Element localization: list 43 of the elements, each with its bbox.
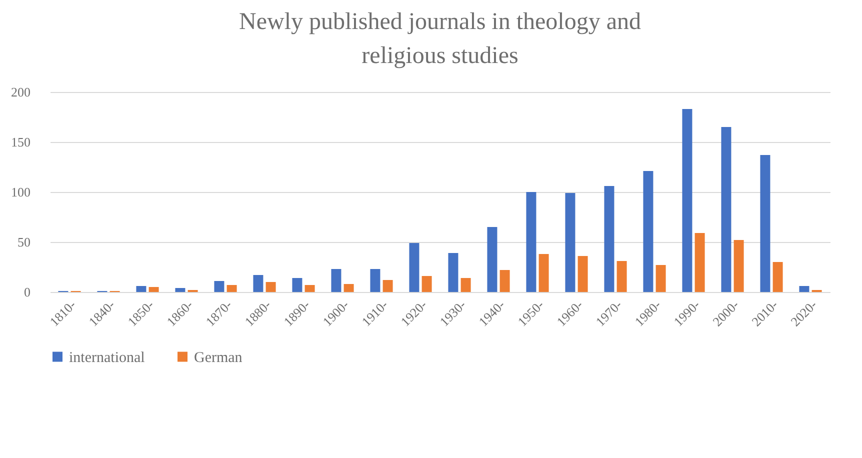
- bar: [448, 253, 458, 292]
- bar: [656, 265, 666, 292]
- y-tick-label: 150: [11, 134, 30, 150]
- legend-label: German: [194, 350, 243, 366]
- bar: [682, 109, 692, 292]
- bar: [616, 261, 627, 292]
- bar: [500, 270, 510, 292]
- y-tick-label: 100: [11, 184, 30, 200]
- bar: [734, 240, 744, 292]
- bar: [344, 284, 354, 292]
- bar: [253, 275, 264, 292]
- bar: [226, 285, 237, 292]
- bar: [538, 254, 549, 292]
- bar: [148, 287, 159, 292]
- bar: [578, 256, 588, 292]
- bar: [175, 288, 186, 292]
- bar: [266, 282, 276, 292]
- bar: [799, 286, 810, 292]
- legend-label: international: [69, 350, 145, 366]
- text: Newly published journals in theology and: [239, 9, 641, 35]
- bar: [643, 171, 654, 292]
- bar: [331, 269, 342, 292]
- y-tick-label: 200: [11, 84, 30, 100]
- bar: [370, 269, 380, 292]
- bar: [604, 186, 614, 292]
- bar: [214, 281, 224, 292]
- bar: [382, 280, 393, 292]
- bar: [565, 193, 576, 292]
- bar: [136, 286, 146, 292]
- bar: [772, 262, 783, 292]
- y-tick-label: 50: [18, 234, 30, 250]
- bar: [460, 278, 471, 292]
- bar: [304, 285, 315, 292]
- bar: [721, 127, 732, 292]
- bar: [409, 243, 420, 292]
- bar: [760, 155, 770, 292]
- bar: [292, 278, 302, 292]
- bar: [526, 192, 536, 292]
- bar: [487, 227, 498, 292]
- bar: [694, 233, 705, 292]
- bar: [422, 276, 432, 292]
- text: religious studies: [362, 43, 518, 69]
- y-tick-label: 0: [24, 284, 30, 300]
